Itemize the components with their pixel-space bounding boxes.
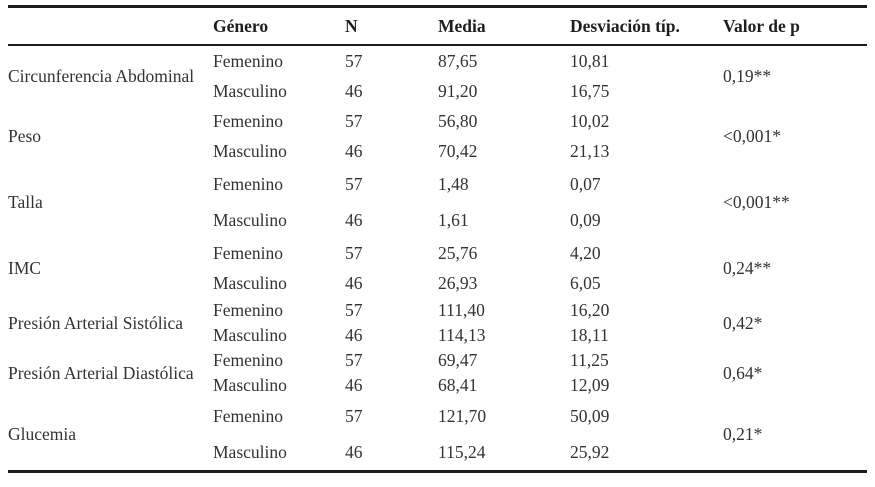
media-cell: 68,41 — [438, 375, 478, 395]
genero-cell: Masculino — [213, 209, 287, 230]
desviacion-cell: 10,81 — [570, 50, 610, 71]
column-header-valor-p: Valor de p — [723, 6, 867, 46]
media-cell: 69,47 — [438, 350, 478, 370]
desviacion-cell: 21,13 — [570, 140, 610, 161]
desviacion-cell: 0,09 — [570, 209, 601, 230]
media-cell: 56,80 — [438, 110, 478, 131]
p-value-cell: 0,42* — [723, 312, 763, 333]
variable-cell: Circunferencia Abdominal — [8, 65, 195, 86]
table-container: Género N Media Desviación típ. Valor de … — [8, 5, 867, 473]
n-cell: 46 — [345, 375, 363, 395]
desviacion-cell: 6,05 — [570, 272, 601, 293]
p-value-cell: <0,001* — [723, 125, 781, 146]
table-row: Masculino 46 115,24 25,92 — [8, 434, 867, 472]
p-value-cell: 0,24** — [723, 257, 772, 278]
n-cell: 57 — [345, 300, 363, 320]
media-cell: 114,13 — [438, 325, 486, 345]
n-cell: 57 — [345, 110, 363, 131]
n-cell: 46 — [345, 325, 363, 345]
table-row: Circunferencia Abdominal Femenino 57 87,… — [8, 45, 867, 86]
n-cell: 57 — [345, 350, 363, 370]
table-row: Peso Femenino 57 56,80 10,02 <0,001* — [8, 106, 867, 146]
table-row: Talla Femenino 57 1,48 0,07 <0,001** — [8, 166, 867, 212]
desviacion-cell: 10,02 — [570, 110, 610, 131]
desviacion-cell: 16,20 — [570, 300, 610, 320]
desviacion-cell: 18,11 — [570, 325, 609, 345]
p-value-cell: 0,19** — [723, 65, 772, 86]
variable-cell: IMC — [8, 257, 42, 278]
media-cell: 1,48 — [438, 173, 469, 194]
genero-cell: Masculino — [213, 140, 287, 161]
column-header-media: Media — [438, 6, 570, 46]
p-value-cell: <0,001** — [723, 191, 790, 212]
column-header-variable — [8, 6, 213, 46]
n-cell: 57 — [345, 405, 363, 426]
media-cell: 1,61 — [438, 209, 469, 230]
genero-cell: Femenino — [213, 173, 283, 194]
variable-cell: Glucemia — [8, 423, 77, 444]
n-cell: 57 — [345, 242, 363, 263]
n-cell: 46 — [345, 272, 363, 293]
genero-cell: Femenino — [213, 242, 283, 263]
column-header-desviacion: Desviación típ. — [570, 6, 723, 46]
desviacion-cell: 12,09 — [570, 375, 610, 395]
p-value-cell: 0,21* — [723, 423, 763, 444]
variable-cell: Peso — [8, 125, 42, 146]
desviacion-cell: 50,09 — [570, 405, 610, 426]
desviacion-cell: 16,75 — [570, 80, 610, 101]
genero-cell: Femenino — [213, 50, 283, 71]
genero-cell: Femenino — [213, 350, 283, 370]
n-cell: 57 — [345, 173, 363, 194]
variable-cell: Presión Arterial Sistólica — [8, 312, 183, 333]
table-row: Masculino 46 70,42 21,13 — [8, 136, 867, 166]
table-row: Glucemia Femenino 57 121,70 50,09 0,21* — [8, 398, 867, 444]
n-cell: 46 — [345, 209, 363, 230]
table-row: IMC Femenino 57 25,76 4,20 0,24** — [8, 238, 867, 278]
p-value-cell: 0,64* — [723, 362, 763, 383]
genero-cell: Masculino — [213, 80, 287, 101]
variable-cell: Presión Arterial Diastólica — [8, 362, 194, 383]
table-row: Masculino 46 68,41 12,09 — [8, 373, 867, 398]
n-cell: 46 — [345, 441, 363, 462]
genero-cell: Femenino — [213, 300, 283, 320]
table-row: Masculino 46 1,61 0,09 — [8, 202, 867, 238]
genero-cell: Femenino — [213, 405, 283, 426]
desviacion-cell: 25,92 — [570, 441, 610, 462]
n-cell: 57 — [345, 50, 363, 71]
table-row: Presión Arterial Sistólica Femenino 57 1… — [8, 298, 867, 333]
column-header-n: N — [345, 6, 438, 46]
media-cell: 91,20 — [438, 80, 478, 101]
genero-cell: Masculino — [213, 375, 287, 395]
genero-cell: Masculino — [213, 441, 287, 462]
n-cell: 46 — [345, 140, 363, 161]
column-header-genero: Género — [213, 6, 345, 46]
media-cell: 111,40 — [438, 300, 485, 320]
desviacion-cell: 11,25 — [570, 350, 609, 370]
table-row: Presión Arterial Diastólica Femenino 57 … — [8, 348, 867, 383]
media-cell: 25,76 — [438, 242, 478, 263]
media-cell: 87,65 — [438, 50, 478, 71]
desviacion-cell: 4,20 — [570, 242, 601, 263]
desviacion-cell: 0,07 — [570, 173, 601, 194]
genero-cell: Masculino — [213, 272, 287, 293]
table-row: Masculino 46 114,13 18,11 — [8, 323, 867, 348]
table-row: Masculino 46 91,20 16,75 — [8, 76, 867, 106]
statistics-table: Género N Media Desviación típ. Valor de … — [8, 5, 867, 473]
media-cell: 70,42 — [438, 140, 478, 161]
genero-cell: Femenino — [213, 110, 283, 131]
n-cell: 46 — [345, 80, 363, 101]
table-row: Masculino 46 26,93 6,05 — [8, 268, 867, 298]
header-row: Género N Media Desviación típ. Valor de … — [8, 6, 867, 46]
media-cell: 26,93 — [438, 272, 478, 293]
media-cell: 121,70 — [438, 405, 487, 426]
media-cell: 115,24 — [438, 441, 486, 462]
genero-cell: Masculino — [213, 325, 287, 345]
variable-cell: Talla — [8, 191, 43, 212]
